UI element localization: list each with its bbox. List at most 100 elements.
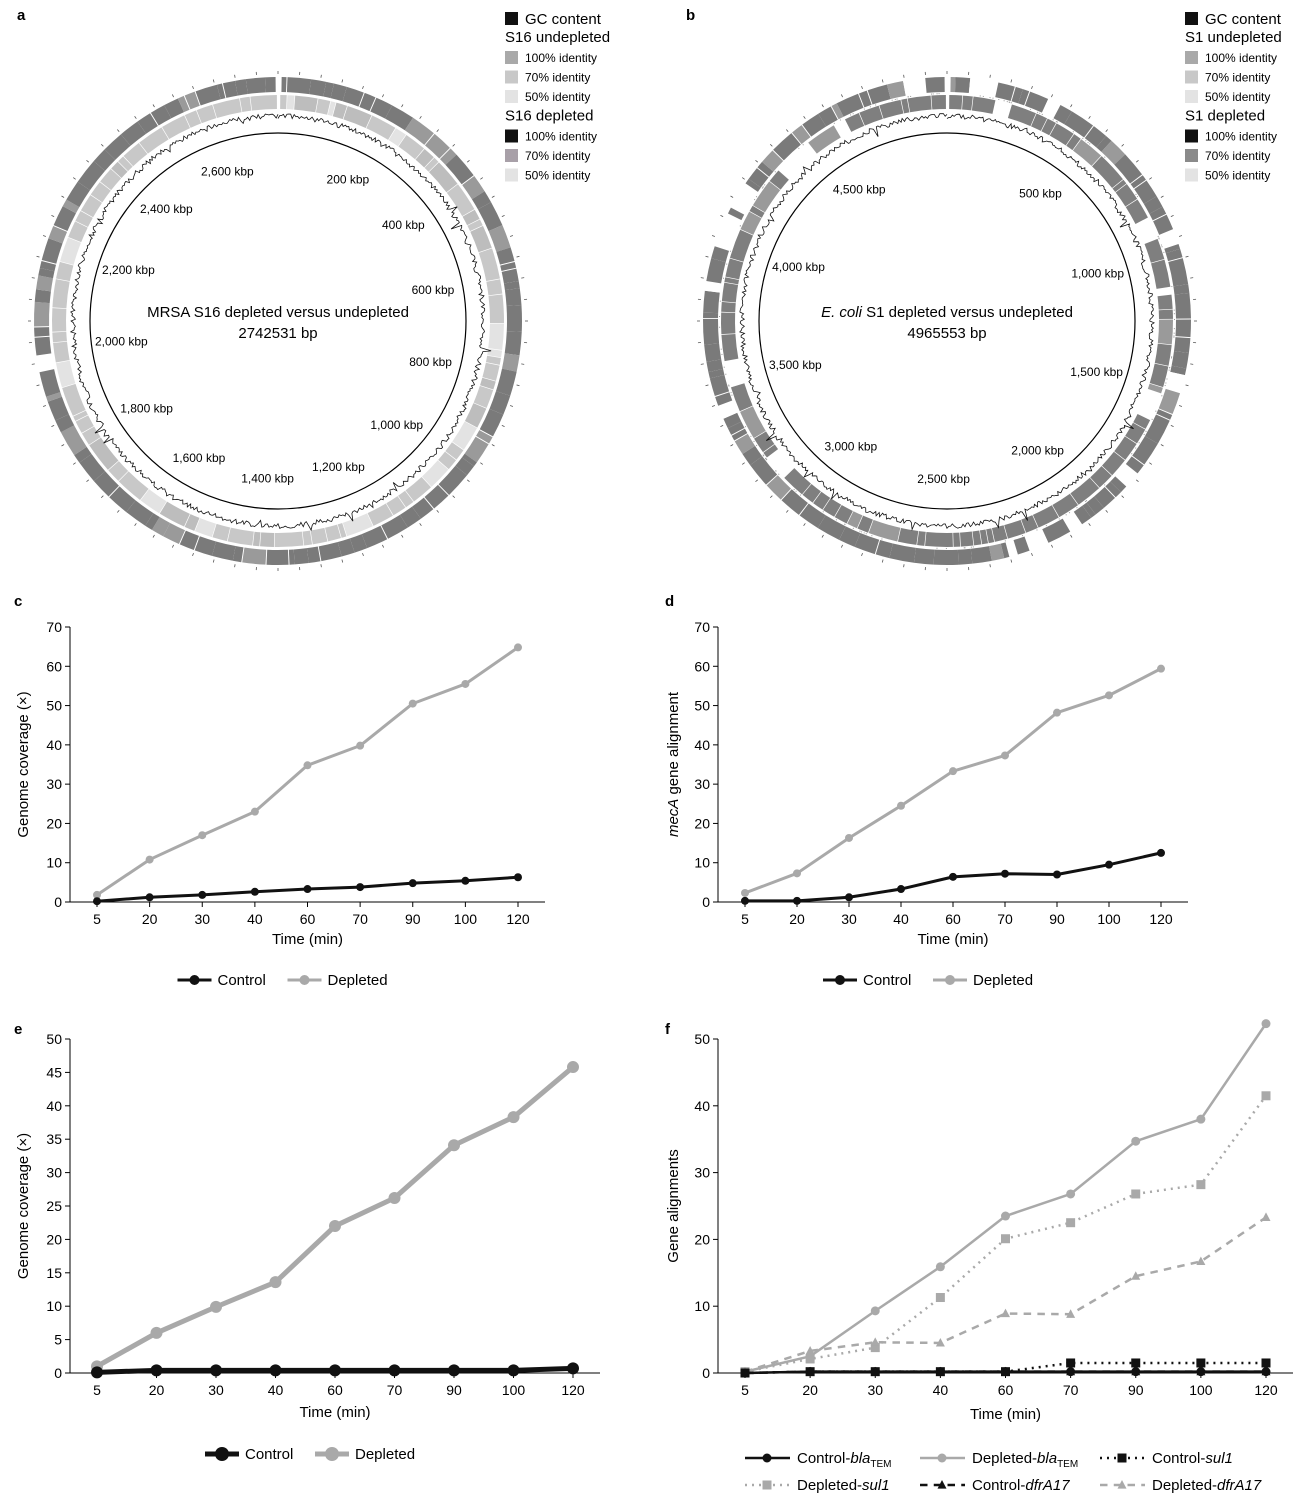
position-label: 4,500 kbp — [833, 183, 886, 197]
outer-ring-segment — [720, 225, 737, 237]
data-point — [567, 1061, 579, 1074]
outer-ring-segment — [60, 425, 87, 456]
inner-ring-segment — [901, 98, 910, 114]
series-line — [96, 646, 519, 897]
scale-tick — [72, 177, 76, 180]
inner-ring-segment — [398, 135, 425, 160]
data-point — [1066, 1189, 1076, 1199]
legend-label: 100% identity — [525, 51, 597, 65]
data-point — [567, 1362, 579, 1375]
scale-tick — [1149, 462, 1153, 465]
outer-ring-segment — [179, 530, 199, 551]
series-line — [744, 1095, 1268, 1373]
outer-ring-segment — [1165, 371, 1185, 394]
scale-tick — [840, 94, 843, 98]
x-axis-label: Time (min) — [970, 1406, 1041, 1423]
map-length: 2742531 bp — [238, 325, 317, 342]
inner-ring-segment — [366, 115, 396, 140]
y-tick-label: 30 — [46, 776, 62, 792]
gc-content-trace — [69, 113, 492, 532]
x-tick-label: 90 — [1049, 911, 1065, 927]
legend-label: Control-blaTEM — [797, 1450, 892, 1470]
scale-tick — [466, 479, 470, 483]
data-point — [1196, 1114, 1206, 1124]
data-point — [805, 1354, 815, 1364]
data-point — [935, 1366, 945, 1376]
inner-ring-segment — [844, 112, 865, 132]
scale-tick — [401, 104, 404, 108]
map-length: 4965553 bp — [907, 325, 986, 342]
data-point — [356, 741, 365, 750]
scale-tick — [1178, 405, 1183, 407]
scale-tick — [382, 544, 385, 548]
outer-ring-segment — [503, 281, 520, 291]
position-label: 4,000 kbp — [772, 260, 825, 274]
outer-ring-segment — [1156, 409, 1173, 420]
outer-ring-segment — [1149, 206, 1167, 221]
outer-ring-segment — [53, 206, 76, 231]
inner-ring-segment — [1125, 422, 1146, 444]
position-label: 2,500 kbp — [917, 472, 970, 486]
legend-swatch — [1185, 168, 1198, 182]
scale-tick — [521, 277, 525, 279]
identity-tick — [753, 198, 756, 201]
inner-ring-segment — [227, 527, 254, 546]
series-line — [744, 667, 1162, 895]
identity-tick — [799, 494, 802, 496]
outer-ring-segment — [306, 546, 321, 564]
outer-ring-segment — [74, 446, 92, 463]
scale-tick — [100, 143, 104, 147]
inner-ring-segment — [80, 195, 102, 218]
outer-ring-segment — [711, 246, 730, 263]
scale-tick — [521, 363, 525, 365]
data-point — [741, 896, 749, 905]
legend-swatch — [505, 129, 518, 143]
identity-tick — [1084, 500, 1087, 503]
scale-tick — [501, 425, 505, 428]
data-point — [1196, 1366, 1206, 1376]
data-point — [1105, 860, 1113, 869]
legend-marker — [937, 1453, 947, 1463]
y-tick-label: 10 — [46, 855, 62, 871]
outer-ring-segment — [1013, 536, 1030, 555]
inner-ring-segment — [1066, 134, 1081, 151]
legend-label: 50% identity — [525, 169, 590, 183]
inner-ring-segment — [1101, 451, 1125, 476]
inner-ring-segment — [428, 162, 458, 193]
inner-ring-segment — [897, 527, 919, 545]
outer-ring-segment — [1105, 481, 1121, 498]
outer-ring-segment — [875, 540, 893, 559]
scale-tick — [1185, 384, 1189, 387]
outer-ring-segment — [731, 194, 752, 214]
data-point — [1131, 1358, 1141, 1368]
y-tick-label: 50 — [46, 698, 62, 714]
outer-ring-segment — [39, 369, 61, 397]
data-point — [870, 1366, 880, 1376]
legend-swatch — [505, 70, 518, 84]
x-tick-label: 20 — [802, 1382, 818, 1398]
outer-ring-segment — [867, 84, 891, 105]
panel-label: b — [686, 7, 695, 24]
scale-tick — [1135, 159, 1139, 163]
data-point — [250, 807, 259, 816]
inner-ring-segment — [100, 169, 122, 191]
outer-ring-segment — [104, 134, 131, 160]
data-point — [303, 761, 312, 770]
circular-map-b: b 500 kbp 1,000 kbp 1,500 kbp 2,000 kbp 2,500… — [686, 7, 1282, 571]
scale-tick — [1105, 509, 1109, 513]
scale-tick — [903, 74, 905, 78]
legend-marker — [937, 1480, 947, 1489]
inner-ring-segment — [1041, 118, 1056, 136]
inner-ring-segment — [194, 518, 216, 538]
position-label: 600 kbp — [412, 283, 455, 297]
outer-ring-segment — [34, 289, 51, 304]
outer-ring-segment — [836, 93, 864, 117]
data-point — [1001, 751, 1009, 760]
scale-tick — [516, 255, 520, 258]
data-point — [741, 888, 749, 897]
outer-ring-segment — [184, 91, 200, 110]
inner-ring-segment — [1031, 113, 1048, 131]
inner-ring-segment — [1149, 363, 1169, 388]
inner-ring-segment — [1156, 287, 1172, 296]
